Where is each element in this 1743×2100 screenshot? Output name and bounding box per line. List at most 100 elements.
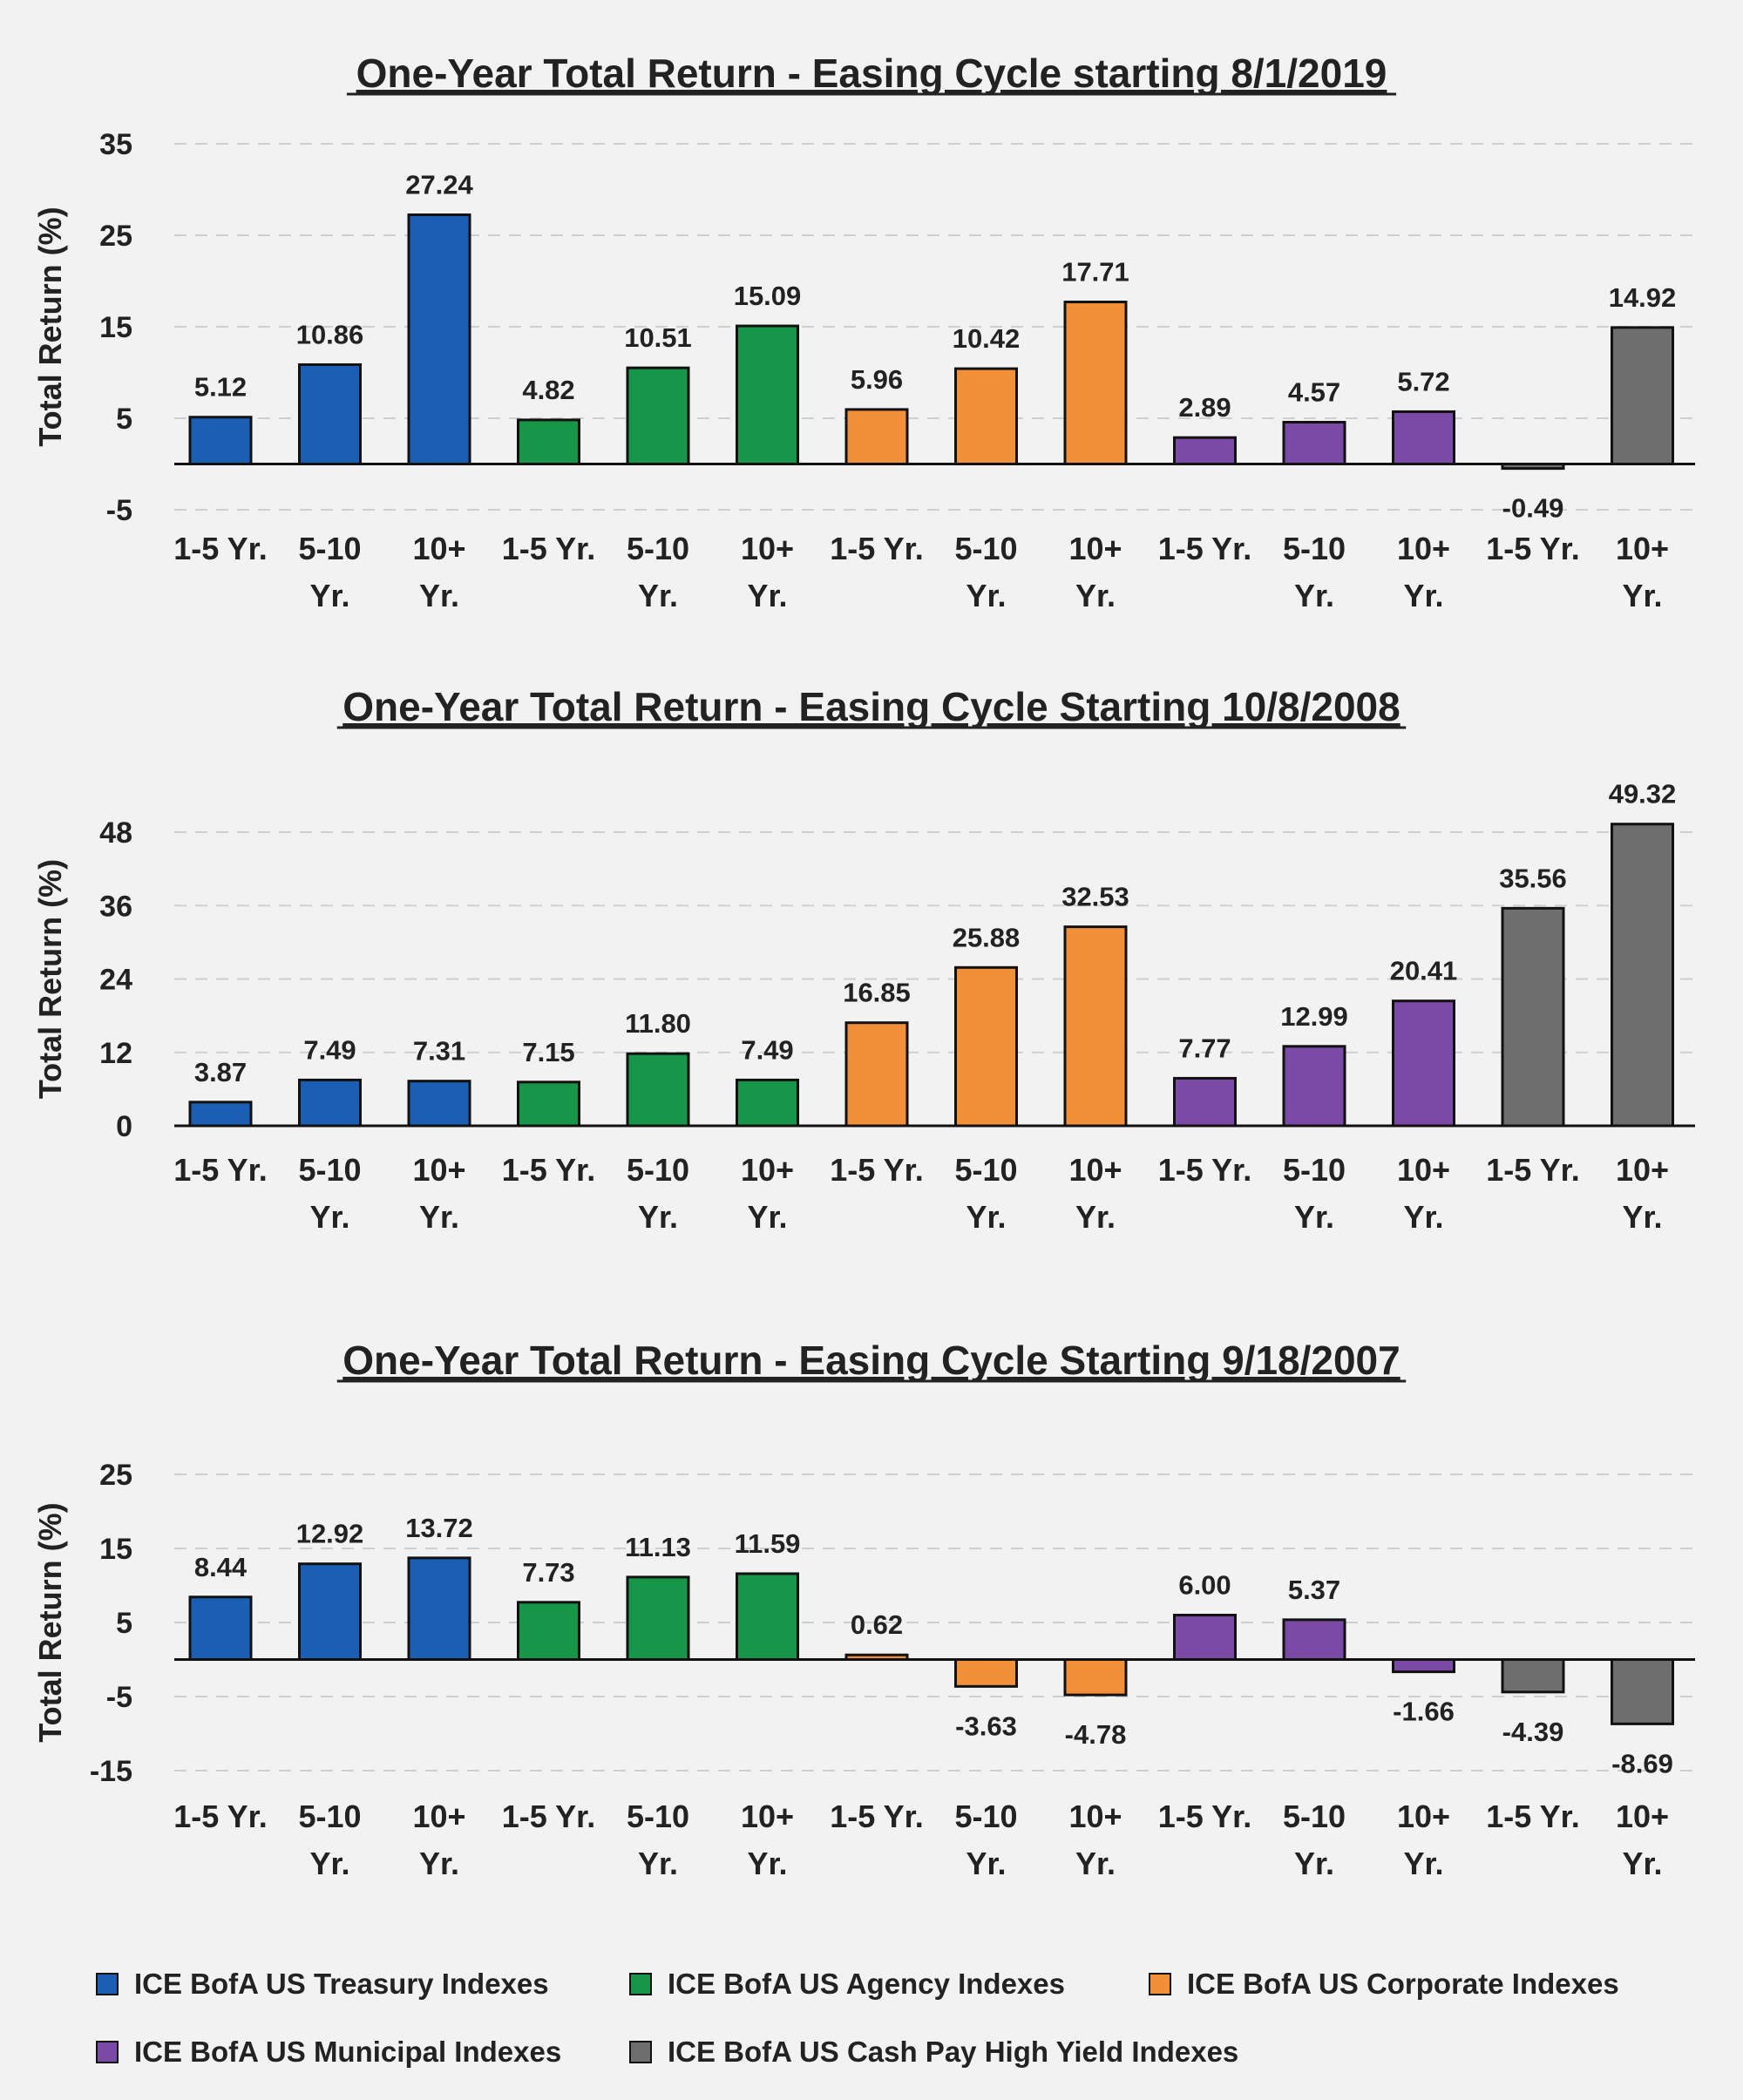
legend-item-agency: ICE BofA US Agency Indexes: [629, 1968, 1065, 2001]
x-tick-label: 1-5 Yr.: [1486, 1799, 1579, 1834]
data-label: 49.32: [1609, 779, 1677, 810]
bar: [1063, 301, 1128, 466]
data-label: 7.49: [303, 1034, 356, 1065]
legend-swatch-corporate: [1149, 1973, 1171, 1995]
x-tick-label: 5-10 Yr.: [954, 1152, 1017, 1235]
bar: [1501, 1658, 1565, 1694]
y-axis-label: Total Return (%): [32, 859, 68, 1099]
data-label: -4.39: [1502, 1717, 1564, 1747]
y-tick-label: 24: [99, 964, 132, 997]
data-label: 12.99: [1280, 1001, 1348, 1032]
data-label: 11.80: [625, 1008, 691, 1039]
data-label: 15.09: [734, 281, 802, 311]
bar: [1282, 1618, 1346, 1662]
bar: [298, 1562, 362, 1661]
bar: [626, 1575, 690, 1661]
bar: [407, 213, 471, 465]
x-tick-label: 1-5 Yr.: [502, 1799, 595, 1834]
bar: [188, 1101, 253, 1128]
legend-item-treasury: ICE BofA US Treasury Indexes: [96, 1968, 549, 2001]
x-tick-label: 5-10 Yr.: [1283, 1152, 1346, 1235]
y-tick-label: 35: [99, 128, 132, 161]
data-label: 8.44: [194, 1552, 248, 1582]
data-label: 20.41: [1390, 956, 1458, 986]
legend-item-high-yield: ICE BofA US Cash Pay High Yield Indexes: [629, 2036, 1238, 2069]
bar: [1173, 1614, 1237, 1661]
x-tick-label: 5-10 Yr.: [954, 531, 1017, 613]
x-tick-label: 10+ Yr.: [1068, 1799, 1122, 1881]
x-tick-label: 5-10 Yr.: [627, 531, 689, 613]
chart-title: One-Year Total Return - Easing Cycle sta…: [356, 51, 1387, 96]
x-tick-label: 10+ Yr.: [412, 1152, 465, 1235]
bar: [1611, 1658, 1674, 1725]
data-label: -4.78: [1065, 1719, 1127, 1750]
chart-easing-2008: One-Year Total Return - Easing Cycle Sta…: [32, 684, 1695, 1235]
legend-swatch-municipal: [96, 2041, 119, 2063]
legend-label-high-yield: ICE BofA US Cash Pay High Yield Indexes: [668, 2036, 1239, 2068]
legend-label-municipal: ICE BofA US Municipal Indexes: [134, 2036, 562, 2068]
bar: [298, 362, 362, 465]
data-label: 4.82: [522, 375, 574, 405]
chart-title: One-Year Total Return - Easing Cycle Sta…: [342, 1338, 1400, 1383]
x-tick-label: 10+ Yr.: [1616, 1152, 1669, 1235]
data-label: -3.63: [955, 1710, 1017, 1741]
data-label: -1.66: [1393, 1697, 1455, 1727]
data-label: 5.37: [1288, 1575, 1340, 1605]
bar: [844, 1021, 909, 1128]
x-tick-label: 1-5 Yr.: [1158, 1799, 1251, 1834]
legend-item-corporate: ICE BofA US Corporate Indexes: [1149, 1968, 1619, 2001]
data-label: 11.59: [735, 1528, 801, 1559]
x-tick-label: 10+ Yr.: [412, 531, 465, 613]
bar: [954, 1658, 1018, 1688]
data-label: 11.13: [625, 1532, 691, 1562]
legend-item-municipal: ICE BofA US Municipal Indexes: [96, 2036, 561, 2069]
x-tick-label: 10+ Yr.: [741, 531, 794, 613]
x-tick-label: 1-5 Yr.: [1158, 531, 1251, 566]
data-label: 17.71: [1061, 257, 1129, 288]
data-label: 5.12: [194, 372, 247, 403]
y-tick-label: 25: [99, 220, 132, 253]
bar: [517, 1080, 580, 1128]
x-tick-label: 5-10 Yr.: [1283, 531, 1346, 613]
x-tick-label: 1-5 Yr.: [830, 1152, 923, 1188]
bar: [1611, 823, 1674, 1128]
data-label: 2.89: [1178, 392, 1231, 423]
data-label: 7.31: [413, 1036, 465, 1067]
x-tick-label: 10+ Yr.: [741, 1799, 794, 1881]
bar: [407, 1080, 471, 1128]
data-label: 35.56: [1499, 863, 1567, 893]
y-tick-label: 12: [99, 1037, 132, 1070]
bar: [1501, 906, 1565, 1128]
x-tick-label: 10+ Yr.: [1397, 1152, 1450, 1235]
y-tick-label: 25: [99, 1459, 132, 1492]
data-label: 6.00: [1178, 1570, 1231, 1601]
data-label: 5.96: [851, 364, 903, 395]
x-tick-label: 5-10 Yr.: [627, 1152, 689, 1235]
legend: ICE BofA US Treasury Indexes ICE BofA US…: [0, 1943, 1743, 2100]
data-label: 14.92: [1609, 282, 1677, 313]
x-tick-label: 10+ Yr.: [1068, 531, 1122, 613]
x-tick-label: 10+ Yr.: [1616, 531, 1669, 613]
x-tick-label: 10+ Yr.: [1616, 1799, 1669, 1881]
y-tick-label: 36: [99, 890, 132, 923]
bar: [1173, 436, 1237, 465]
bar: [1392, 999, 1455, 1128]
x-tick-label: 10+ Yr.: [1397, 1799, 1450, 1881]
bar: [954, 367, 1018, 465]
data-label: 4.57: [1288, 377, 1340, 408]
data-label: 27.24: [405, 169, 473, 200]
x-tick-label: 5-10 Yr.: [1283, 1799, 1346, 1881]
bar: [1392, 1658, 1455, 1674]
bar: [736, 1572, 799, 1661]
x-tick-label: 5-10 Yr.: [627, 1799, 689, 1881]
x-tick-label: 1-5 Yr.: [830, 531, 923, 566]
legend-swatch-agency: [629, 1973, 652, 1995]
data-label: 7.49: [741, 1034, 793, 1065]
y-axis-label: Total Return (%): [32, 207, 68, 446]
x-tick-label: 1-5 Yr.: [502, 531, 595, 566]
bar: [1282, 421, 1346, 466]
bar: [626, 1052, 690, 1128]
x-tick-label: 10+ Yr.: [1397, 531, 1450, 613]
x-tick-label: 1-5 Yr.: [830, 1799, 923, 1834]
bar: [736, 324, 799, 465]
